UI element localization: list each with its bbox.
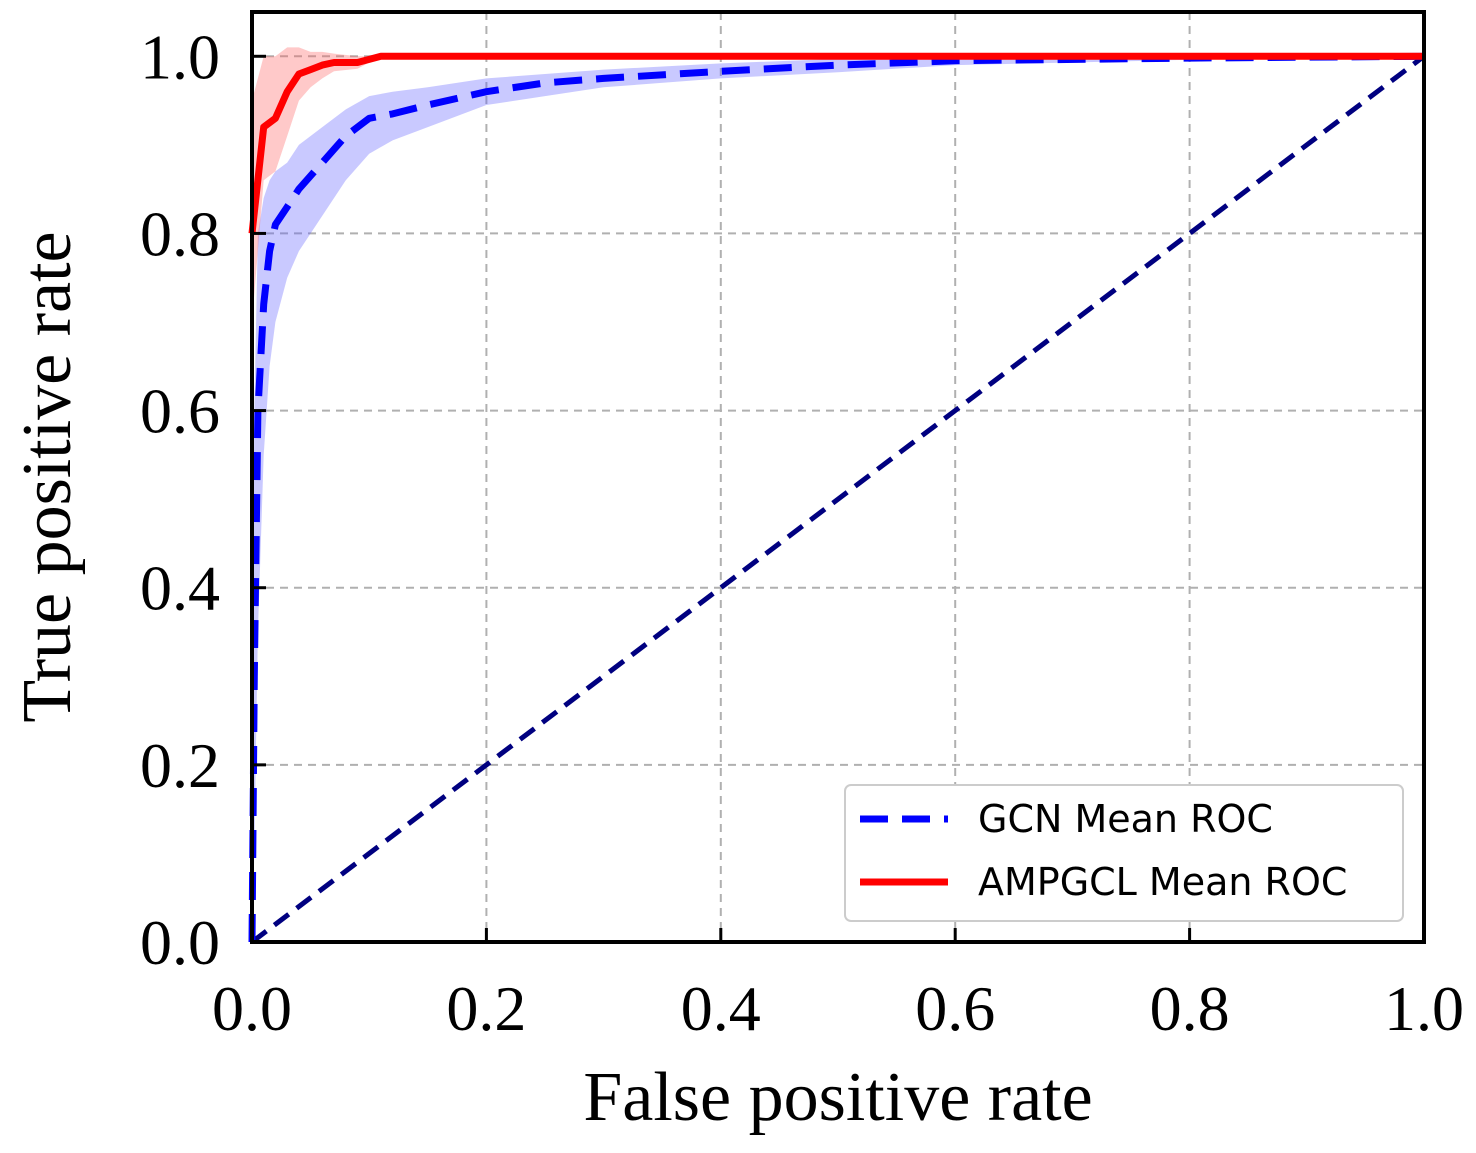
legend: GCN Mean ROC AMPGCL Mean ROC: [844, 784, 1404, 922]
series-line-1: [248, 52, 1424, 234]
x-tick-label-4: 0.8: [1150, 973, 1230, 1044]
plot-frame: [250, 10, 1426, 944]
y-tick-label-3: 0.6: [140, 376, 220, 447]
x-tick-label-0: 0.0: [212, 973, 292, 1044]
x-tick-label-5: 1.0: [1384, 973, 1464, 1044]
x-tick-labels: 0.0 0.2 0.4 0.6 0.8 1.0: [212, 973, 1464, 1044]
y-axis-label: True positive rate: [9, 231, 86, 722]
x-tick-label-3: 0.6: [915, 973, 995, 1044]
x-tick-label-2: 0.4: [681, 973, 761, 1044]
axis-ticks: [250, 54, 1426, 944]
legend-box: [844, 784, 1404, 922]
y-tick-label-4: 0.8: [140, 198, 220, 269]
legend-label-gcn: GCN Mean ROC: [978, 797, 1273, 841]
y-tick-label-2: 0.4: [140, 553, 220, 624]
confidence-band-0: [252, 56, 1424, 943]
chance-diagonal-line: [250, 54, 1426, 944]
x-axis-label: False positive rate: [583, 1059, 1092, 1136]
series-lines: [248, 52, 1426, 944]
legend-label-ampgcl: AMPGCL Mean ROC: [978, 860, 1347, 904]
y-tick-label-5: 1.0: [140, 21, 220, 92]
y-tick-label-0: 0.0: [140, 907, 220, 978]
series-line-0: [248, 52, 1425, 943]
x-tick-label-1: 0.2: [446, 973, 526, 1044]
y-tick-labels: 0.0 0.2 0.4 0.6 0.8 1.0: [140, 21, 220, 978]
confidence-bands: [252, 47, 1424, 943]
y-tick-label-1: 0.2: [140, 730, 220, 801]
